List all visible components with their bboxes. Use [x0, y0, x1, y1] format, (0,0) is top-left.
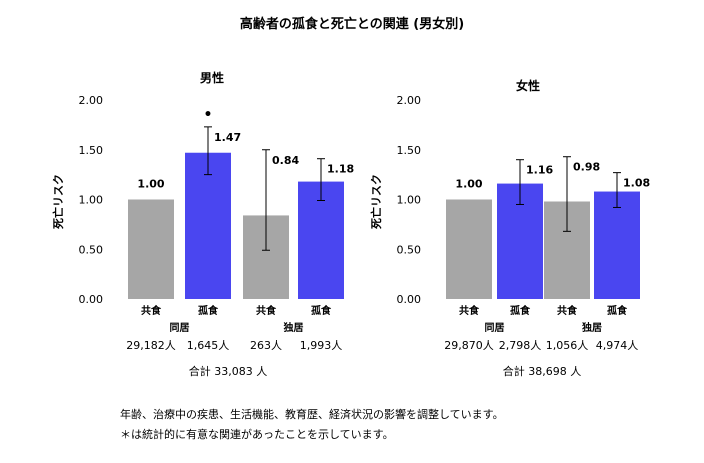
y-tick-label: 0.00 [397, 293, 422, 306]
count-label: 29,870人 [444, 339, 494, 352]
y-tick-label: 1.00 [79, 194, 104, 207]
x-tick-label: 孤食 [607, 304, 628, 317]
y-tick-label: 0.50 [79, 243, 104, 256]
y-tick-label: 1.50 [397, 144, 422, 157]
subplot-title: 女性 [516, 78, 540, 93]
data-label: 1.00 [455, 178, 482, 191]
count-label: 1,056人 [546, 339, 589, 352]
count-label: 1,993人 [300, 339, 343, 352]
data-label: 0.98 [573, 161, 600, 174]
group-label: 同居 [485, 322, 505, 334]
bar-4 [594, 191, 640, 299]
group-label: 独居 [582, 321, 602, 334]
y-tick-label: 2.00 [79, 94, 104, 107]
count-label: 263人 [250, 339, 282, 352]
footnote-significance: ＊は統計的に有意な関連があったことを示しています。 [120, 428, 394, 441]
data-label: 1.00 [137, 178, 164, 191]
data-label: 0.84 [272, 154, 299, 167]
x-tick-label: 孤食 [510, 304, 531, 317]
bar-1 [128, 199, 174, 299]
bar-1 [446, 199, 492, 299]
y-tick-label: 0.50 [397, 243, 422, 256]
count-label: 2,798人 [499, 339, 542, 352]
x-tick-label: 共食 [557, 304, 578, 317]
x-tick-label: 孤食 [198, 304, 219, 317]
data-label: 1.18 [327, 163, 354, 176]
subplot-title: 男性 [200, 70, 224, 85]
count-label: 1,645人 [187, 339, 230, 352]
y-tick-label: 2.00 [397, 94, 422, 107]
x-tick-label: 共食 [459, 304, 480, 317]
bar-4 [298, 181, 344, 299]
y-axis-label: 死亡リスク [51, 174, 65, 229]
x-tick-label: 共食 [256, 304, 277, 317]
group-label: 同居 [170, 322, 190, 334]
footnote-adjustment: 年齢、治療中の疾患、生活機能、教育歴、経済状況の影響を調整しています。 [120, 408, 504, 421]
data-label: 1.08 [623, 177, 650, 190]
data-label: 1.47 [214, 131, 241, 144]
x-tick-label: 共食 [141, 304, 162, 317]
chart-title: 高齢者の孤食と死亡との関連 (男女別) [239, 17, 465, 32]
y-tick-label: 1.00 [397, 194, 422, 207]
total-label: 合計 38,698 人 [503, 364, 581, 378]
bar-2 [185, 152, 231, 299]
total-label: 合計 33,083 人 [189, 364, 267, 378]
y-axis-label: 死亡リスク [369, 174, 383, 229]
group-label: 独居 [284, 321, 304, 334]
count-label: 4,974人 [596, 339, 639, 352]
y-tick-label: 1.50 [79, 144, 104, 157]
y-tick-label: 0.00 [79, 293, 104, 306]
data-label: 1.16 [526, 164, 553, 177]
x-tick-label: 孤食 [311, 304, 332, 317]
count-label: 29,182人 [126, 339, 176, 352]
significance-marker: • [204, 107, 213, 123]
